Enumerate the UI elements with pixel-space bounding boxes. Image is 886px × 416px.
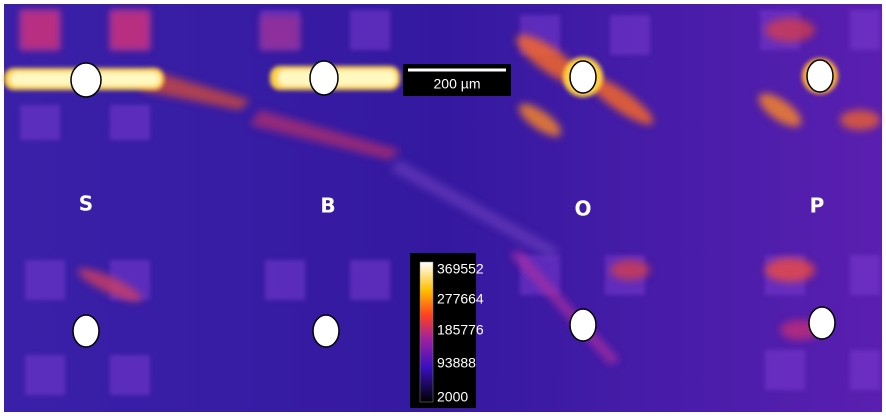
panel-label: O bbox=[574, 197, 591, 221]
colorbar-tick: 277664 bbox=[437, 291, 484, 307]
colorbar-tick: 185776 bbox=[437, 322, 484, 338]
scale-label: 200 µm bbox=[434, 76, 481, 92]
panel-label: S bbox=[79, 192, 93, 216]
colorbar-tick: 369552 bbox=[437, 261, 484, 277]
micrograph: 200 µm S B O P 369552 277664 185776 9388… bbox=[0, 0, 886, 416]
panel-label: P bbox=[810, 194, 825, 218]
panel-label: B bbox=[320, 194, 335, 218]
scale-bar: 200 µm bbox=[403, 64, 511, 96]
colorbar: 369552 277664 185776 93888 2000 bbox=[410, 253, 484, 408]
colorbar-tick: 2000 bbox=[437, 389, 468, 405]
colorbar-tick: 93888 bbox=[437, 355, 476, 371]
